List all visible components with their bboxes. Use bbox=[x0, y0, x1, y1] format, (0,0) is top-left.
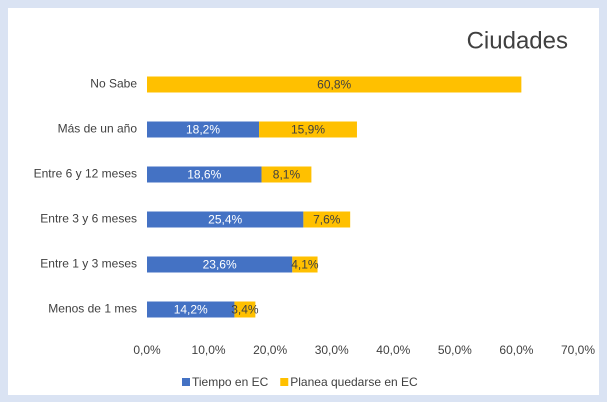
data-label: 25,4% bbox=[208, 213, 242, 227]
data-label: 3,4% bbox=[231, 303, 259, 317]
legend-label: Tiempo en EC bbox=[192, 375, 269, 389]
bar bbox=[147, 256, 293, 273]
data-label: 18,2% bbox=[186, 123, 220, 137]
y-tick-label: Entre 6 y 12 meses bbox=[34, 167, 137, 181]
x-tick-label: 30,0% bbox=[315, 343, 349, 357]
bar bbox=[147, 166, 262, 183]
bar bbox=[292, 256, 318, 273]
x-tick-label: 70,0% bbox=[561, 343, 595, 357]
legend-swatch bbox=[182, 378, 190, 386]
bar bbox=[147, 121, 260, 138]
bar bbox=[147, 301, 235, 318]
data-label: 23,6% bbox=[203, 258, 237, 272]
data-label: 7,6% bbox=[313, 213, 341, 227]
x-tick-label: 10,0% bbox=[192, 343, 226, 357]
chart-title: Ciudades bbox=[467, 27, 568, 54]
y-tick-label: Entre 3 y 6 meses bbox=[40, 212, 137, 226]
data-label: 60,8% bbox=[317, 78, 351, 92]
x-tick-label: 50,0% bbox=[438, 343, 472, 357]
bar bbox=[147, 76, 522, 93]
bar bbox=[303, 211, 351, 228]
bar bbox=[234, 301, 256, 318]
bar bbox=[259, 121, 357, 138]
x-tick-label: 60,0% bbox=[499, 343, 533, 357]
data-label: 14,2% bbox=[174, 303, 208, 317]
legend-label: Planea quedarse en EC bbox=[290, 375, 418, 389]
bar bbox=[261, 166, 312, 183]
y-tick-label: No Sabe bbox=[90, 77, 137, 91]
bar bbox=[147, 211, 304, 228]
y-tick-label: Menos de 1 mes bbox=[48, 302, 137, 316]
x-tick-label: 20,0% bbox=[253, 343, 287, 357]
x-tick-label: 0,0% bbox=[133, 343, 161, 357]
panel bbox=[8, 8, 599, 395]
data-label: 18,6% bbox=[187, 168, 221, 182]
y-tick-label: Entre 1 y 3 meses bbox=[40, 257, 137, 271]
y-tick-label: Más de un año bbox=[58, 122, 138, 136]
data-label: 15,9% bbox=[291, 123, 325, 137]
legend-swatch bbox=[280, 378, 289, 386]
x-tick-label: 40,0% bbox=[376, 343, 410, 357]
data-label: 4,1% bbox=[291, 258, 319, 272]
data-label: 8,1% bbox=[273, 168, 301, 182]
